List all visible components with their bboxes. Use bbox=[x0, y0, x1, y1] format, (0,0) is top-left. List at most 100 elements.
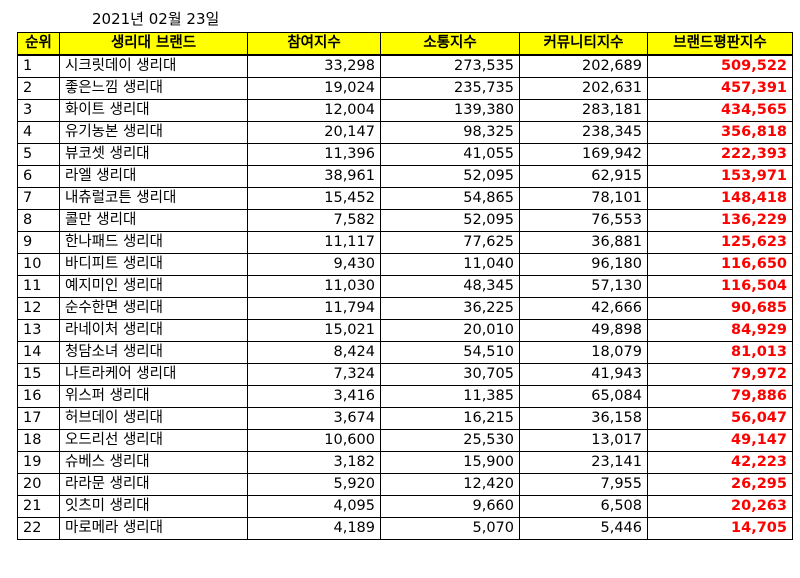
rank-cell: 7 bbox=[17, 187, 60, 210]
brand-cell: 라엘 생리대 bbox=[59, 165, 248, 188]
reputation-cell: 26,295 bbox=[647, 473, 793, 496]
table-row: 11 예지미인 생리대 11,030 48,345 57,130 116,504 bbox=[17, 275, 793, 298]
participation-cell: 11,794 bbox=[247, 297, 381, 320]
reputation-cell: 56,047 bbox=[647, 407, 793, 430]
participation-cell: 7,324 bbox=[247, 363, 381, 386]
reputation-cell: 222,393 bbox=[647, 143, 793, 166]
brand-cell: 잇츠미 생리대 bbox=[59, 495, 248, 518]
header-participation: 참여지수 bbox=[247, 32, 381, 56]
participation-cell: 8,424 bbox=[247, 341, 381, 364]
rank-cell: 1 bbox=[17, 54, 60, 78]
table-row: 19 슈베스 생리대 3,182 15,900 23,141 42,223 bbox=[17, 451, 793, 474]
reputation-cell: 356,818 bbox=[647, 121, 793, 144]
reputation-cell: 457,391 bbox=[647, 77, 793, 100]
community-cell: 7,955 bbox=[519, 473, 648, 496]
communication-cell: 15,900 bbox=[380, 451, 520, 474]
community-cell: 169,942 bbox=[519, 143, 648, 166]
header-rank: 순위 bbox=[17, 32, 60, 56]
brand-cell: 라라문 생리대 bbox=[59, 473, 248, 496]
community-cell: 41,943 bbox=[519, 363, 648, 386]
communication-cell: 12,420 bbox=[380, 473, 520, 496]
reputation-cell: 116,650 bbox=[647, 253, 793, 276]
brand-reputation-table: 순위 생리대 브랜드 참여지수 소통지수 커뮤니티지수 브랜드평판지수 1 시크릿… bbox=[17, 32, 793, 540]
table-row: 10 바디피트 생리대 9,430 11,040 96,180 116,650 bbox=[17, 253, 793, 276]
brand-cell: 뷰코셋 생리대 bbox=[59, 143, 248, 166]
communication-cell: 54,865 bbox=[380, 187, 520, 210]
brand-cell: 순수한면 생리대 bbox=[59, 297, 248, 320]
reputation-cell: 153,971 bbox=[647, 165, 793, 188]
rank-cell: 22 bbox=[17, 517, 60, 540]
communication-cell: 48,345 bbox=[380, 275, 520, 298]
community-cell: 96,180 bbox=[519, 253, 648, 276]
brand-cell: 내츄럴코튼 생리대 bbox=[59, 187, 248, 210]
participation-cell: 20,147 bbox=[247, 121, 381, 144]
participation-cell: 15,452 bbox=[247, 187, 381, 210]
brand-cell: 좋은느낌 생리대 bbox=[59, 77, 248, 100]
community-cell: 36,158 bbox=[519, 407, 648, 430]
participation-cell: 4,095 bbox=[247, 495, 381, 518]
rank-cell: 19 bbox=[17, 451, 60, 474]
communication-cell: 11,385 bbox=[380, 385, 520, 408]
community-cell: 238,345 bbox=[519, 121, 648, 144]
reputation-cell: 84,929 bbox=[647, 319, 793, 342]
community-cell: 23,141 bbox=[519, 451, 648, 474]
table-row: 4 유기농본 생리대 20,147 98,325 238,345 356,818 bbox=[17, 121, 793, 144]
brand-cell: 예지미인 생리대 bbox=[59, 275, 248, 298]
rank-cell: 10 bbox=[17, 253, 60, 276]
communication-cell: 273,535 bbox=[380, 54, 520, 78]
community-cell: 76,553 bbox=[519, 209, 648, 232]
community-cell: 18,079 bbox=[519, 341, 648, 364]
participation-cell: 9,430 bbox=[247, 253, 381, 276]
participation-cell: 33,298 bbox=[247, 54, 381, 78]
brand-cell: 시크릿데이 생리대 bbox=[59, 54, 248, 78]
table-row: 1 시크릿데이 생리대 33,298 273,535 202,689 509,522 bbox=[17, 54, 793, 78]
community-cell: 49,898 bbox=[519, 319, 648, 342]
participation-cell: 3,182 bbox=[247, 451, 381, 474]
community-cell: 36,881 bbox=[519, 231, 648, 254]
reputation-cell: 434,565 bbox=[647, 99, 793, 122]
communication-cell: 25,530 bbox=[380, 429, 520, 452]
reputation-cell: 90,685 bbox=[647, 297, 793, 320]
communication-cell: 30,705 bbox=[380, 363, 520, 386]
brand-cell: 마로메라 생리대 bbox=[59, 517, 248, 540]
participation-cell: 11,030 bbox=[247, 275, 381, 298]
rank-cell: 2 bbox=[17, 77, 60, 100]
participation-cell: 19,024 bbox=[247, 77, 381, 100]
reputation-cell: 136,229 bbox=[647, 209, 793, 232]
rank-cell: 6 bbox=[17, 165, 60, 188]
table-row: 12 순수한면 생리대 11,794 36,225 42,666 90,685 bbox=[17, 297, 793, 320]
rank-cell: 4 bbox=[17, 121, 60, 144]
participation-cell: 38,961 bbox=[247, 165, 381, 188]
reputation-cell: 49,147 bbox=[647, 429, 793, 452]
participation-cell: 10,600 bbox=[247, 429, 381, 452]
rank-cell: 17 bbox=[17, 407, 60, 430]
community-cell: 283,181 bbox=[519, 99, 648, 122]
reputation-cell: 20,263 bbox=[647, 495, 793, 518]
reputation-cell: 509,522 bbox=[647, 54, 793, 78]
reputation-cell: 125,623 bbox=[647, 231, 793, 254]
header-community: 커뮤니티지수 bbox=[519, 32, 648, 56]
table-body: 1 시크릿데이 생리대 33,298 273,535 202,689 509,522 2 좋은… bbox=[17, 54, 793, 540]
rank-cell: 3 bbox=[17, 99, 60, 122]
communication-cell: 9,660 bbox=[380, 495, 520, 518]
rank-cell: 21 bbox=[17, 495, 60, 518]
communication-cell: 54,510 bbox=[380, 341, 520, 364]
brand-cell: 콜만 생리대 bbox=[59, 209, 248, 232]
rank-cell: 14 bbox=[17, 341, 60, 364]
participation-cell: 15,021 bbox=[247, 319, 381, 342]
participation-cell: 11,396 bbox=[247, 143, 381, 166]
participation-cell: 12,004 bbox=[247, 99, 381, 122]
participation-cell: 4,189 bbox=[247, 517, 381, 540]
community-cell: 6,508 bbox=[519, 495, 648, 518]
brand-cell: 오드리선 생리대 bbox=[59, 429, 248, 452]
community-cell: 13,017 bbox=[519, 429, 648, 452]
rank-cell: 8 bbox=[17, 209, 60, 232]
table-row: 15 나트라케어 생리대 7,324 30,705 41,943 79,972 bbox=[17, 363, 793, 386]
communication-cell: 16,215 bbox=[380, 407, 520, 430]
table-row: 6 라엘 생리대 38,961 52,095 62,915 153,971 bbox=[17, 165, 793, 188]
table-row: 3 화이트 생리대 12,004 139,380 283,181 434,565 bbox=[17, 99, 793, 122]
communication-cell: 5,070 bbox=[380, 517, 520, 540]
rank-cell: 16 bbox=[17, 385, 60, 408]
table-row: 9 한나패드 생리대 11,117 77,625 36,881 125,623 bbox=[17, 231, 793, 254]
community-cell: 78,101 bbox=[519, 187, 648, 210]
